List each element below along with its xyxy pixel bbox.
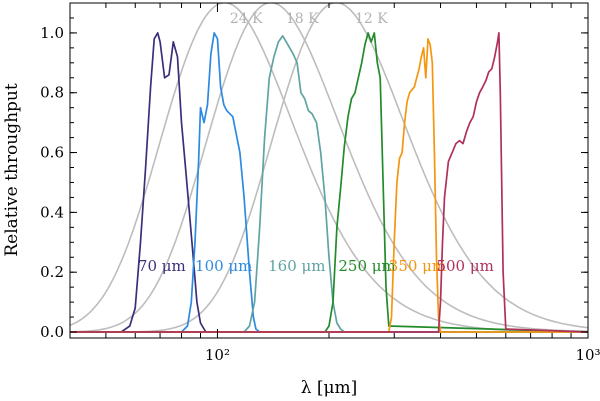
y-tick-label: 0.4	[40, 203, 64, 221]
filter-curve-0	[70, 32, 588, 333]
y-axis-title: Relative throughput	[2, 83, 22, 257]
band-label: 100 μm	[195, 257, 252, 275]
blackbody-curve-1	[70, 3, 588, 333]
filter-curves	[70, 32, 588, 333]
filter-curve-5	[70, 32, 588, 333]
blackbody-curve-2	[70, 3, 588, 333]
y-tick-label: 1.0	[40, 24, 64, 42]
plot-frame	[69, 2, 589, 339]
x-tick-label: 10³	[575, 346, 600, 364]
filter-curve-2	[70, 35, 588, 333]
band-label: 350 μm	[389, 257, 446, 275]
y-tick-label: 0.6	[40, 144, 64, 162]
blackbody-label: 12 K	[355, 11, 388, 27]
filter-curve-1	[70, 32, 588, 333]
band-label: 500 μm	[436, 257, 493, 275]
band-label: 70 μm	[138, 257, 186, 275]
blackbody-curve-0	[70, 3, 588, 333]
band-label: 160 μm	[268, 257, 325, 275]
filter-curve-3	[70, 32, 588, 333]
filter-curve-4	[70, 38, 588, 333]
axis-ticks: 0.0 0.2 0.4 0.6 0.8 1.0 10² 10³	[40, 3, 600, 364]
blackbody-label: 24 K	[230, 11, 263, 27]
y-tick-label: 0.8	[40, 84, 64, 102]
y-tick-label: 0.2	[40, 263, 64, 281]
band-label: 250 μm	[338, 257, 395, 275]
x-axis-title: λ [μm]	[301, 378, 358, 398]
blackbody-label: 18 K	[286, 11, 319, 27]
y-tick-label: 0.0	[40, 323, 64, 341]
blackbody-curves	[70, 3, 588, 333]
x-tick-label: 10²	[205, 346, 230, 364]
